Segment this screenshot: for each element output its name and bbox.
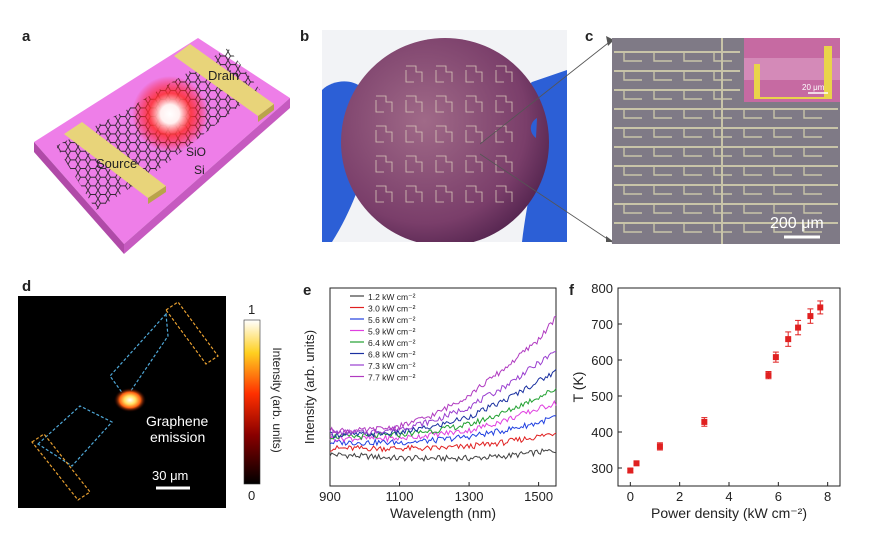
- data-point: [772, 354, 779, 361]
- y-axis-label: T (K): [570, 372, 586, 403]
- y-axis-label: Intensity (arb. units): [302, 330, 317, 444]
- source-label: Source: [96, 156, 137, 171]
- legend-label: 5.9 kW cm⁻²: [368, 327, 416, 337]
- data-point: [627, 467, 634, 474]
- data-point: [765, 372, 772, 379]
- series-line: [329, 351, 557, 437]
- panel-label-e: e: [303, 282, 312, 299]
- emission-glow: [132, 76, 208, 152]
- series-line: [329, 369, 557, 438]
- emission-annotation-2: emission: [150, 429, 205, 445]
- panel-label-c: c: [585, 28, 594, 45]
- colorbar-max: 1: [248, 302, 255, 317]
- legend-label: 6.8 kW cm⁻²: [368, 350, 416, 360]
- wafer-photo: [322, 30, 567, 242]
- y-tick-label: 800: [591, 281, 613, 296]
- device-schematic: Drain Source SiO Si: [34, 38, 290, 254]
- hotspot: [114, 388, 146, 412]
- y-tick-label: 600: [591, 353, 613, 368]
- series-line: [329, 415, 557, 447]
- wafer-devices: [375, 65, 513, 203]
- panel-label-d: d: [22, 278, 32, 295]
- x-tick-label: 900: [319, 489, 341, 504]
- emission-image: Graphene emission 30 μm 1 0: [18, 296, 261, 508]
- plot-frame: [329, 287, 557, 487]
- legend-label: 7.7 kW cm⁻²: [368, 373, 416, 383]
- si-label: Si: [194, 163, 205, 177]
- panel-label-a: a: [22, 28, 31, 45]
- data-point: [795, 324, 802, 331]
- sio-label: SiO: [186, 145, 206, 159]
- x-tick-label: 1100: [386, 489, 414, 504]
- substrate-side-right: [124, 98, 290, 254]
- series-line: [329, 315, 557, 435]
- wafer-disc: [341, 38, 549, 242]
- x-tick-label: 0: [627, 489, 634, 504]
- inset-image: 20 μm: [744, 38, 840, 102]
- data-point: [701, 418, 708, 425]
- legend-label: 6.4 kW cm⁻²: [368, 338, 416, 348]
- source-electrode: [64, 122, 166, 204]
- data-point: [817, 304, 824, 311]
- y-tick-label: 500: [591, 389, 613, 404]
- x-axis-label: Power density (kW cm⁻²): [651, 505, 807, 521]
- plot-frame: [617, 287, 841, 487]
- substrate-side-left: [34, 142, 124, 254]
- series-line: [329, 432, 557, 453]
- y-tick-label: 700: [591, 317, 613, 332]
- drain-label: Drain: [208, 68, 239, 83]
- x-tick-label: 1500: [524, 489, 553, 504]
- colorbar: [243, 319, 261, 485]
- legend-label: 3.0 kW cm⁻²: [368, 304, 416, 314]
- x-tick-label: 2: [676, 489, 683, 504]
- y-tick-label: 300: [591, 461, 613, 476]
- x-tick-label: 8: [824, 489, 831, 504]
- emission-annotation-1: Graphene: [146, 413, 208, 429]
- legend-label: 1.2 kW cm⁻²: [368, 292, 416, 302]
- data-point: [807, 313, 814, 320]
- legend-label: 7.3 kW cm⁻²: [368, 361, 416, 371]
- colorbar-min: 0: [248, 488, 255, 503]
- drain-electrode: [174, 44, 274, 122]
- inset-scalebar-label: 20 μm: [802, 83, 825, 92]
- y-tick-label: 400: [591, 425, 613, 440]
- x-tick-label: 1300: [455, 489, 484, 504]
- scalebar-label: 200 μm: [770, 215, 824, 232]
- x-axis-label: Wavelength (nm): [390, 505, 496, 521]
- panel-label-b: b: [300, 28, 310, 45]
- data-point: [633, 460, 640, 467]
- electrode-outline: [31, 301, 219, 501]
- scalebar-label-d: 30 μm: [152, 468, 188, 483]
- series-line: [329, 399, 557, 444]
- data-point: [656, 443, 663, 450]
- series-line: [329, 447, 557, 463]
- colorbar-label: Intensity (arb. units): [270, 347, 284, 453]
- zoom-connector: [480, 36, 614, 243]
- temperature-chart: 0 2 4 6 8 300 400 500 600 700 800 Power density (kW…: [570, 281, 841, 521]
- x-tick-label: 4: [725, 489, 732, 504]
- data-point: [785, 336, 792, 343]
- legend-label: 5.6 kW cm⁻²: [368, 315, 416, 325]
- micrograph-array: 20 μm 200 μm: [612, 38, 840, 244]
- x-tick-label: 6: [775, 489, 782, 504]
- spectra-chart: 900 1100 1300 1500 Wavelength (nm) Intensity …: [302, 287, 557, 521]
- panel-label-f: f: [569, 282, 574, 299]
